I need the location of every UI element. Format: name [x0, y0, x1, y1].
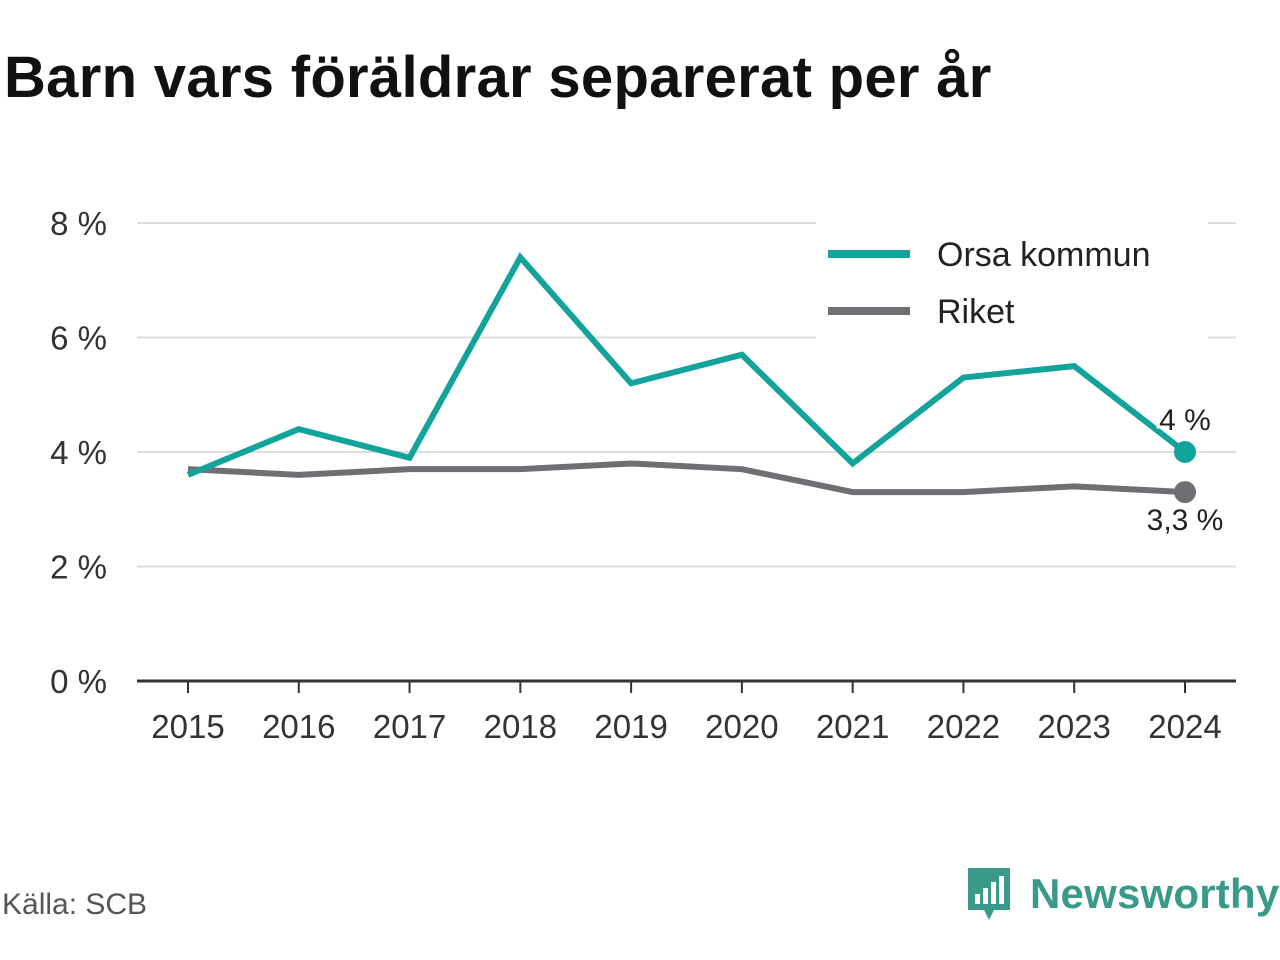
y-tick-label: 2 %	[50, 549, 107, 586]
chart-title: Barn vars föräldrar separerat per år	[4, 45, 992, 110]
brand-name: Newsworthy	[1030, 870, 1280, 917]
end-point	[1174, 441, 1196, 463]
x-tick-label: 2015	[151, 708, 224, 745]
x-axis: 2015 2016 2017 2018 2019 2020 2021 2022 2023 2024	[137, 679, 1236, 745]
end-label: 3,3 %	[1147, 504, 1224, 537]
end-labels: 4 % 3,3 %	[1144, 401, 1227, 540]
x-tick-label: 2017	[373, 708, 446, 745]
x-tick-label: 2021	[816, 708, 889, 745]
x-tick-label: 2023	[1038, 708, 1111, 745]
x-tick-label: 2016	[262, 708, 335, 745]
y-tick-label: 8 %	[50, 205, 107, 242]
series-line	[186, 252, 1187, 478]
series-lines	[186, 252, 1196, 504]
end-label: 4 %	[1159, 404, 1211, 437]
end-point	[1174, 481, 1196, 504]
legend: Orsa kommun Riket	[816, 218, 1208, 342]
x-tick-label: 2018	[484, 708, 557, 745]
series-line	[187, 460, 1186, 496]
x-tick-label: 2024	[1148, 708, 1221, 745]
x-tick-label: 2019	[594, 708, 667, 745]
legend-label: Riket	[937, 293, 1015, 331]
y-axis-ticks: 0 % 2 % 4 % 6 % 8 %	[50, 205, 107, 700]
y-tick-label: 0 %	[50, 663, 107, 700]
source-note: Källa: SCB	[2, 888, 148, 921]
brand-logo: Newsworthy	[964, 864, 1279, 924]
legend-box	[816, 218, 1208, 342]
x-tick-label: 2020	[705, 708, 778, 745]
legend-label: Orsa kommun	[937, 236, 1151, 274]
newsworthy-logo-icon	[968, 868, 1010, 920]
y-tick-label: 6 %	[50, 320, 107, 357]
x-tick-label: 2022	[927, 708, 1000, 745]
y-tick-label: 4 %	[50, 434, 107, 471]
